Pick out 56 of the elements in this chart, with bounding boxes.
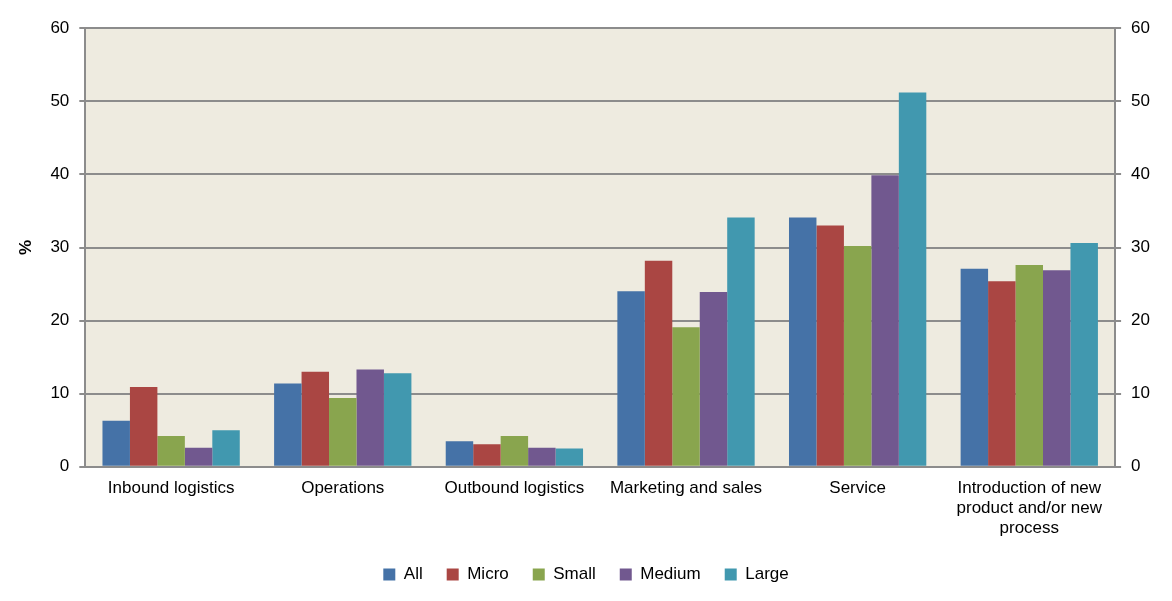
legend-label: All (403, 564, 423, 584)
bar (500, 436, 529, 466)
bar (329, 398, 357, 466)
legend-label: Micro (467, 564, 509, 584)
bar (274, 383, 302, 466)
bar (129, 387, 158, 466)
bar (617, 291, 645, 466)
y2-tick-label: 0 (1131, 456, 1141, 476)
bar (699, 292, 728, 466)
y2-tick-label: 60 (1131, 17, 1151, 37)
bar (871, 175, 899, 466)
y2-tick-label: 40 (1131, 164, 1151, 184)
bar (816, 225, 844, 466)
y-tick-label: 50 (50, 90, 70, 110)
bar (960, 268, 989, 466)
y-tick-label: 60 (50, 17, 70, 37)
x-tick-label: Service (829, 477, 886, 497)
bar (301, 371, 330, 466)
bar (555, 448, 584, 466)
x-tick-label: Operations (301, 477, 385, 497)
legend-label: Medium (640, 564, 701, 584)
y2-tick-label: 30 (1131, 237, 1151, 257)
y-axis-title: % (15, 239, 35, 256)
bar (356, 369, 384, 466)
y-tick-label: 10 (50, 383, 70, 403)
bar (727, 217, 755, 466)
legend-label: Large (745, 564, 789, 584)
y-tick-label: 0 (59, 456, 70, 476)
bar (843, 246, 872, 466)
legend-label: Small (553, 564, 596, 584)
y-tick-label: 20 (50, 310, 70, 330)
bar (102, 420, 130, 466)
x-tick-label: Outbound logistics (444, 477, 585, 497)
bar (528, 447, 556, 466)
y-tick-label: 30 (50, 237, 70, 257)
bar (445, 441, 474, 466)
bar (1070, 243, 1098, 466)
bar (1015, 265, 1044, 466)
y-tick-label: 40 (50, 164, 70, 184)
bar (672, 327, 700, 466)
y2-tick-label: 50 (1131, 90, 1151, 110)
bar (898, 92, 927, 466)
bar (473, 444, 501, 466)
bar (157, 436, 185, 466)
y2-tick-label: 20 (1131, 310, 1151, 330)
bar (644, 260, 673, 466)
x-tick-label: Marketing and sales (609, 477, 763, 497)
y2-tick-label: 10 (1131, 383, 1151, 403)
x-tick-label: Inbound logistics (107, 477, 235, 497)
x-tick-label: Introduction of new product and/or new process (956, 477, 1103, 538)
bar (184, 447, 213, 466)
bar (383, 373, 412, 466)
bar (1043, 270, 1071, 466)
bar (988, 281, 1016, 466)
bar (212, 430, 240, 466)
bar (788, 217, 817, 466)
